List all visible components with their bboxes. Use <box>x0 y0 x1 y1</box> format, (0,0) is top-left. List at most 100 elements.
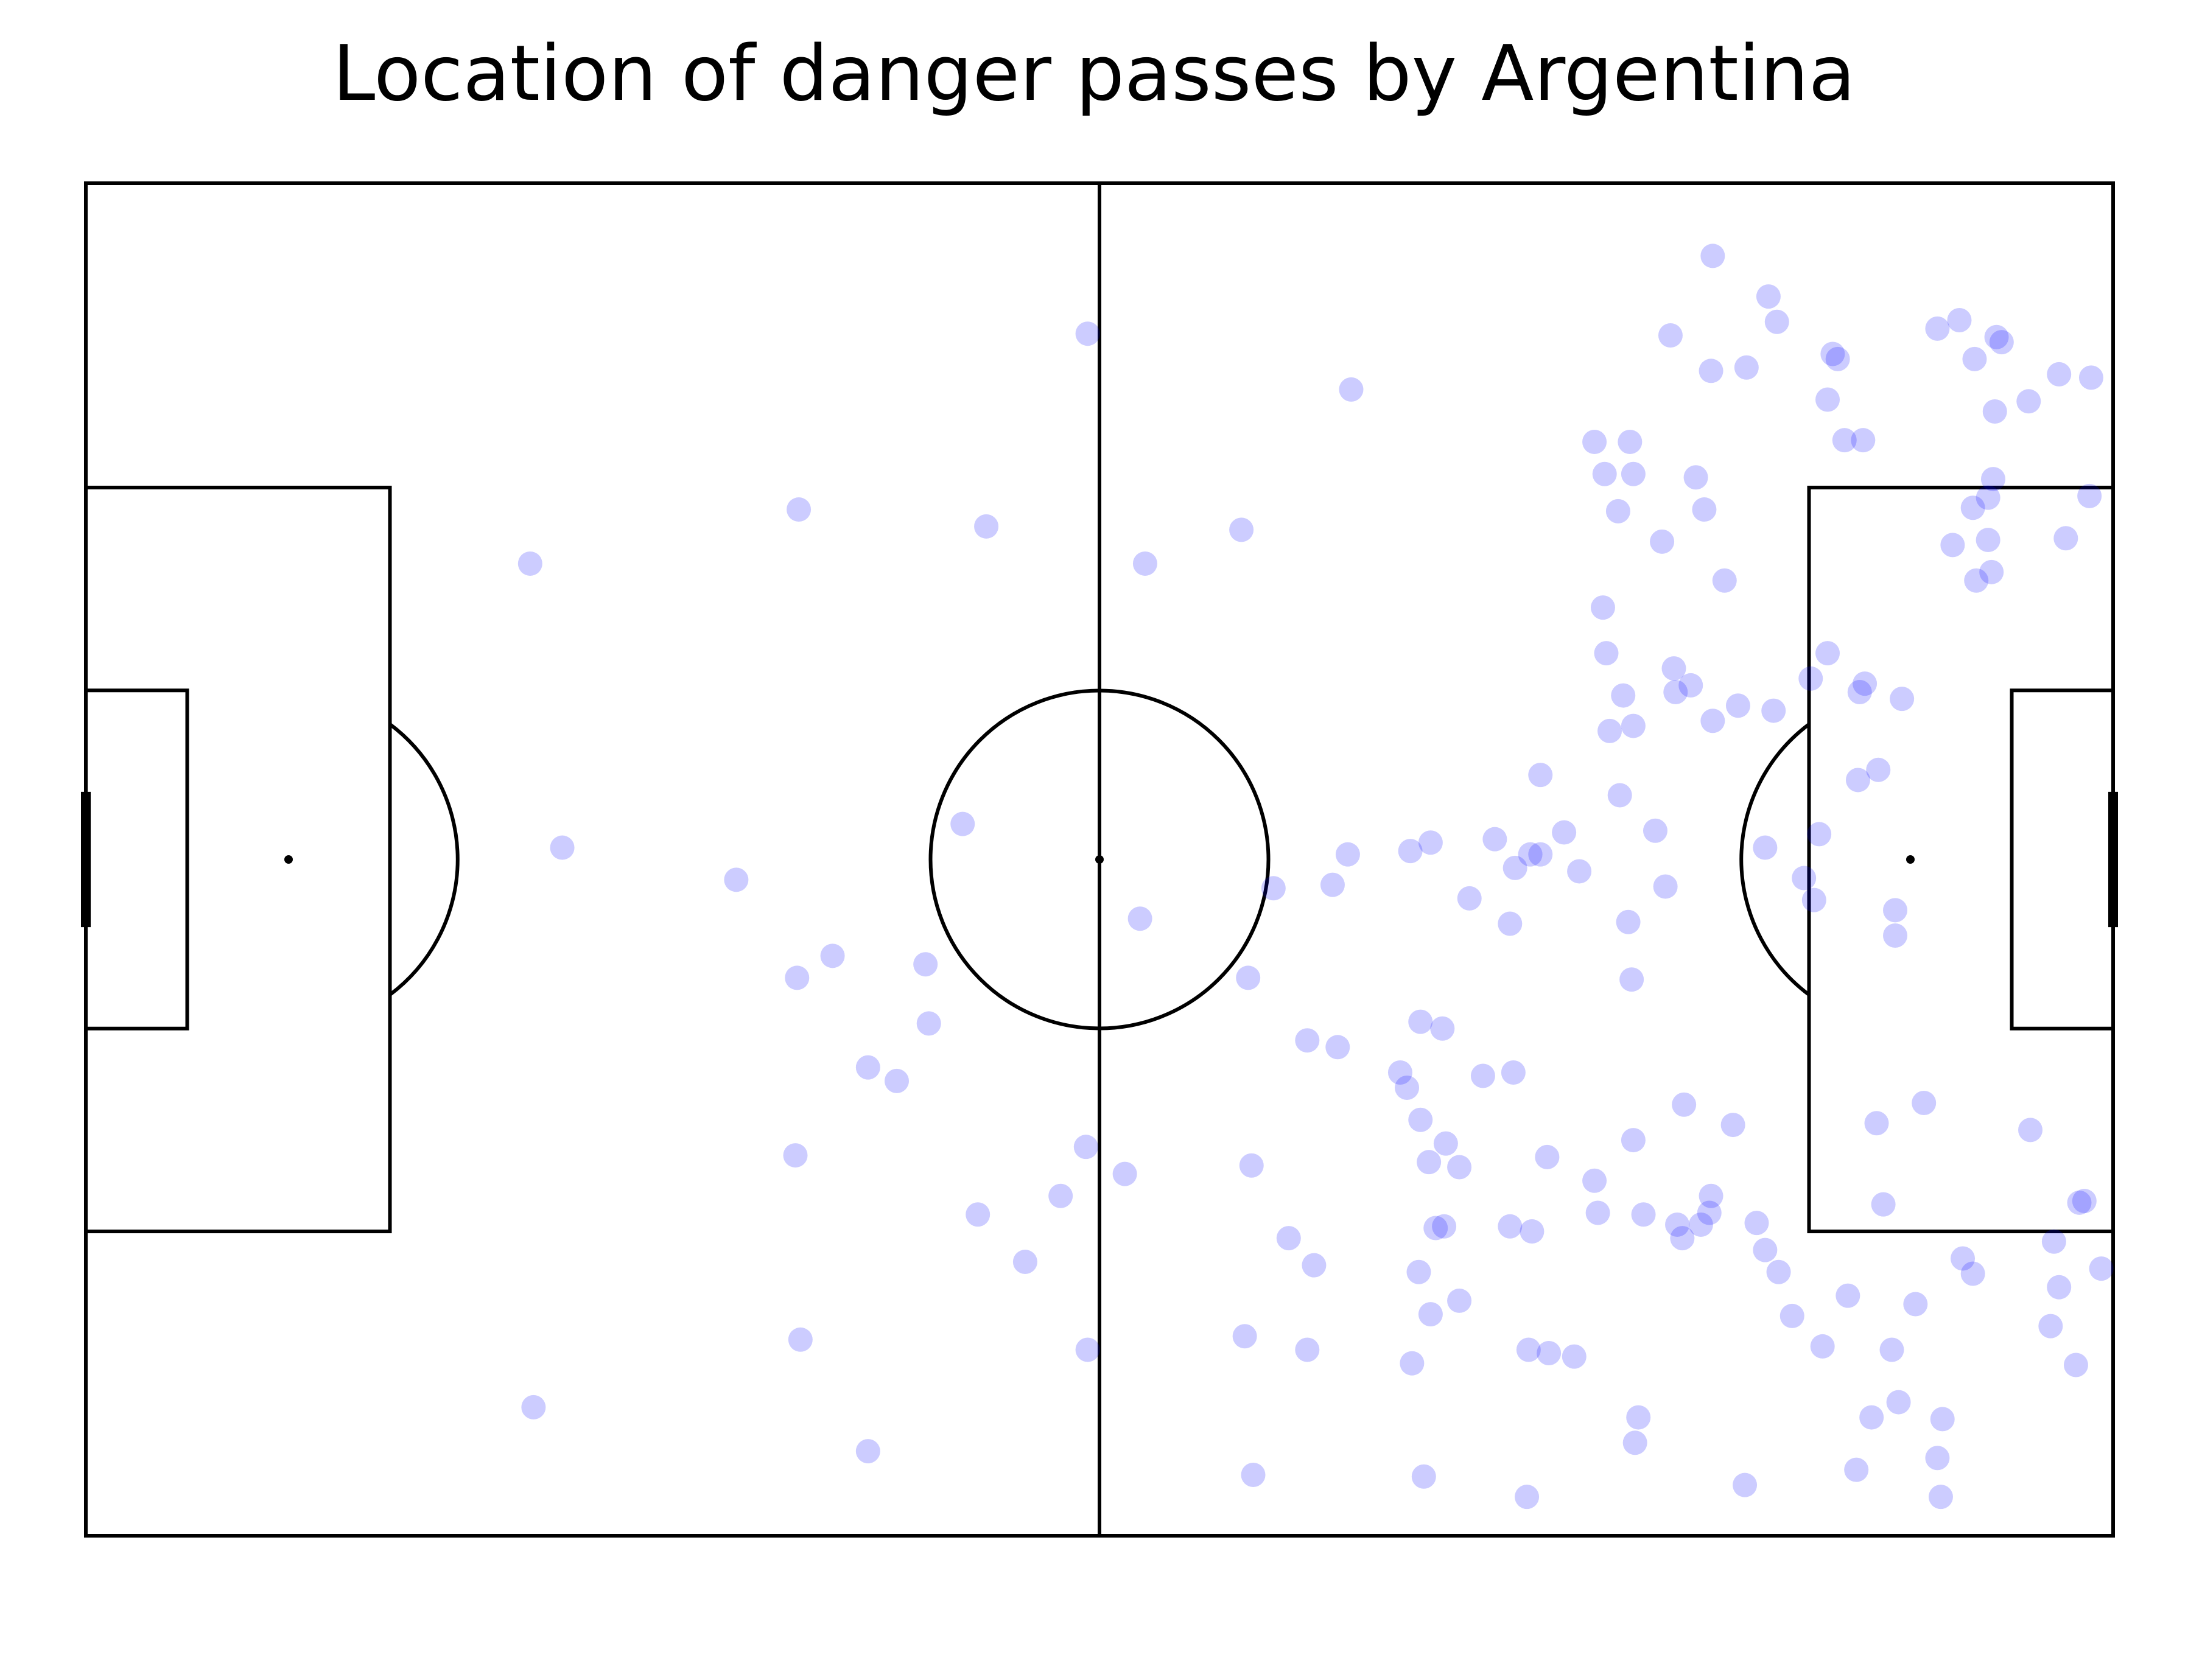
pass-point <box>1112 1161 1137 1186</box>
pass-point <box>1672 1092 1697 1117</box>
pass-point <box>2089 1256 2114 1281</box>
pass-point <box>1807 822 1832 847</box>
pass-point <box>885 1068 909 1093</box>
pass-point <box>1864 1111 1889 1136</box>
pass-point <box>1562 1344 1587 1369</box>
pass-point <box>1408 1107 1433 1132</box>
pass-point <box>1417 1150 1442 1175</box>
pass-point <box>1432 1214 1457 1239</box>
pass-point <box>1692 497 1717 522</box>
pass-point <box>1611 683 1636 708</box>
pass-point <box>1605 499 1630 523</box>
pass-point <box>1127 906 1152 931</box>
pass-point <box>1418 830 1443 855</box>
pass-point <box>1621 713 1646 738</box>
pass-point <box>1928 1485 1953 1510</box>
pass-point <box>913 952 938 977</box>
pass-point <box>1457 886 1482 911</box>
pass-point <box>1663 680 1688 705</box>
pass-point <box>785 965 810 990</box>
pass-point <box>950 811 975 836</box>
pass-point <box>1683 465 1708 490</box>
pass-point <box>1720 1113 1745 1138</box>
pass-point <box>2072 1189 2097 1214</box>
pass-point <box>1622 1430 1647 1455</box>
pass-point <box>1650 529 1675 554</box>
pass-point <box>783 1143 808 1168</box>
pass-point <box>1976 485 2000 510</box>
pass-point <box>1387 1060 1412 1085</box>
pass-point <box>1688 1212 1713 1237</box>
pass-point <box>2077 483 2102 508</box>
centre-circle <box>928 688 1271 1031</box>
pass-point <box>1964 568 1989 593</box>
chart-title: Location of danger passes by Argentina <box>332 29 1856 118</box>
pass-point <box>1502 855 1527 880</box>
pass-point <box>1585 1200 1610 1225</box>
pass-point <box>1866 757 1891 782</box>
pass-point <box>1236 965 1261 990</box>
pass-point <box>1951 1246 1976 1271</box>
pass-point <box>855 1055 880 1080</box>
pass-point <box>1753 1237 1778 1262</box>
pass-point <box>1619 967 1644 992</box>
pass-point <box>1537 1341 1562 1366</box>
left-penalty-arc <box>388 723 460 996</box>
pass-point <box>1582 429 1607 454</box>
pass-point <box>1073 1135 1098 1160</box>
pass-point <box>1845 768 1870 793</box>
pass-point <box>1626 1405 1651 1430</box>
pass-point <box>1295 1028 1320 1053</box>
pass-point <box>2053 526 2078 551</box>
pass-point <box>820 943 845 968</box>
pass-point <box>1825 346 1850 371</box>
pass-point <box>2067 1190 2092 1215</box>
pass-point <box>1764 309 1789 334</box>
pass-point <box>1982 399 2007 424</box>
pass-point <box>1947 307 1972 332</box>
pass-point <box>1871 1192 1896 1217</box>
pass-point <box>2063 1353 2088 1377</box>
pass-point <box>1335 842 1360 867</box>
pass-point <box>1712 568 1737 593</box>
pass-point <box>855 1439 880 1464</box>
pass-point <box>1851 428 1876 453</box>
pass-point <box>1470 1063 1495 1088</box>
pass-point <box>1798 666 1823 691</box>
pass-point <box>788 1327 813 1352</box>
pass-point <box>1699 359 1723 383</box>
pass-point <box>1670 1226 1695 1251</box>
pass-point <box>1960 495 1985 520</box>
pass-point <box>1395 1075 1420 1100</box>
pass-point <box>1925 316 1950 341</box>
pass-point <box>1515 1485 1540 1510</box>
pass-point <box>1744 1211 1769 1236</box>
pass-point <box>1980 467 2005 492</box>
pass-point <box>1661 656 1686 681</box>
pass-point <box>2038 1314 2063 1339</box>
pass-point <box>1883 923 1908 948</box>
pass-point <box>1075 321 1100 346</box>
pass-point <box>1447 1155 1472 1180</box>
pass-point <box>1756 284 1781 309</box>
pass-point <box>966 1202 991 1227</box>
pass-point <box>1847 680 1872 705</box>
pass-point <box>1643 818 1667 843</box>
pass-point <box>521 1395 546 1419</box>
pass-point <box>1398 839 1423 864</box>
pass-point <box>1516 1337 1541 1362</box>
pass-point <box>1780 1303 1804 1328</box>
pass-point <box>2078 365 2103 390</box>
pass-point <box>1886 1390 1911 1415</box>
pass-point <box>1501 1060 1526 1085</box>
pass-point <box>1597 718 1622 743</box>
pass-point <box>1621 461 1646 486</box>
pass-point <box>1665 1212 1690 1237</box>
pass-point <box>1678 673 1703 698</box>
pass-point <box>1792 866 1817 891</box>
pass-point <box>1482 827 1507 852</box>
pass-point <box>2047 1275 2072 1300</box>
pass-point <box>1734 355 1759 380</box>
pass-point <box>1631 1202 1656 1227</box>
